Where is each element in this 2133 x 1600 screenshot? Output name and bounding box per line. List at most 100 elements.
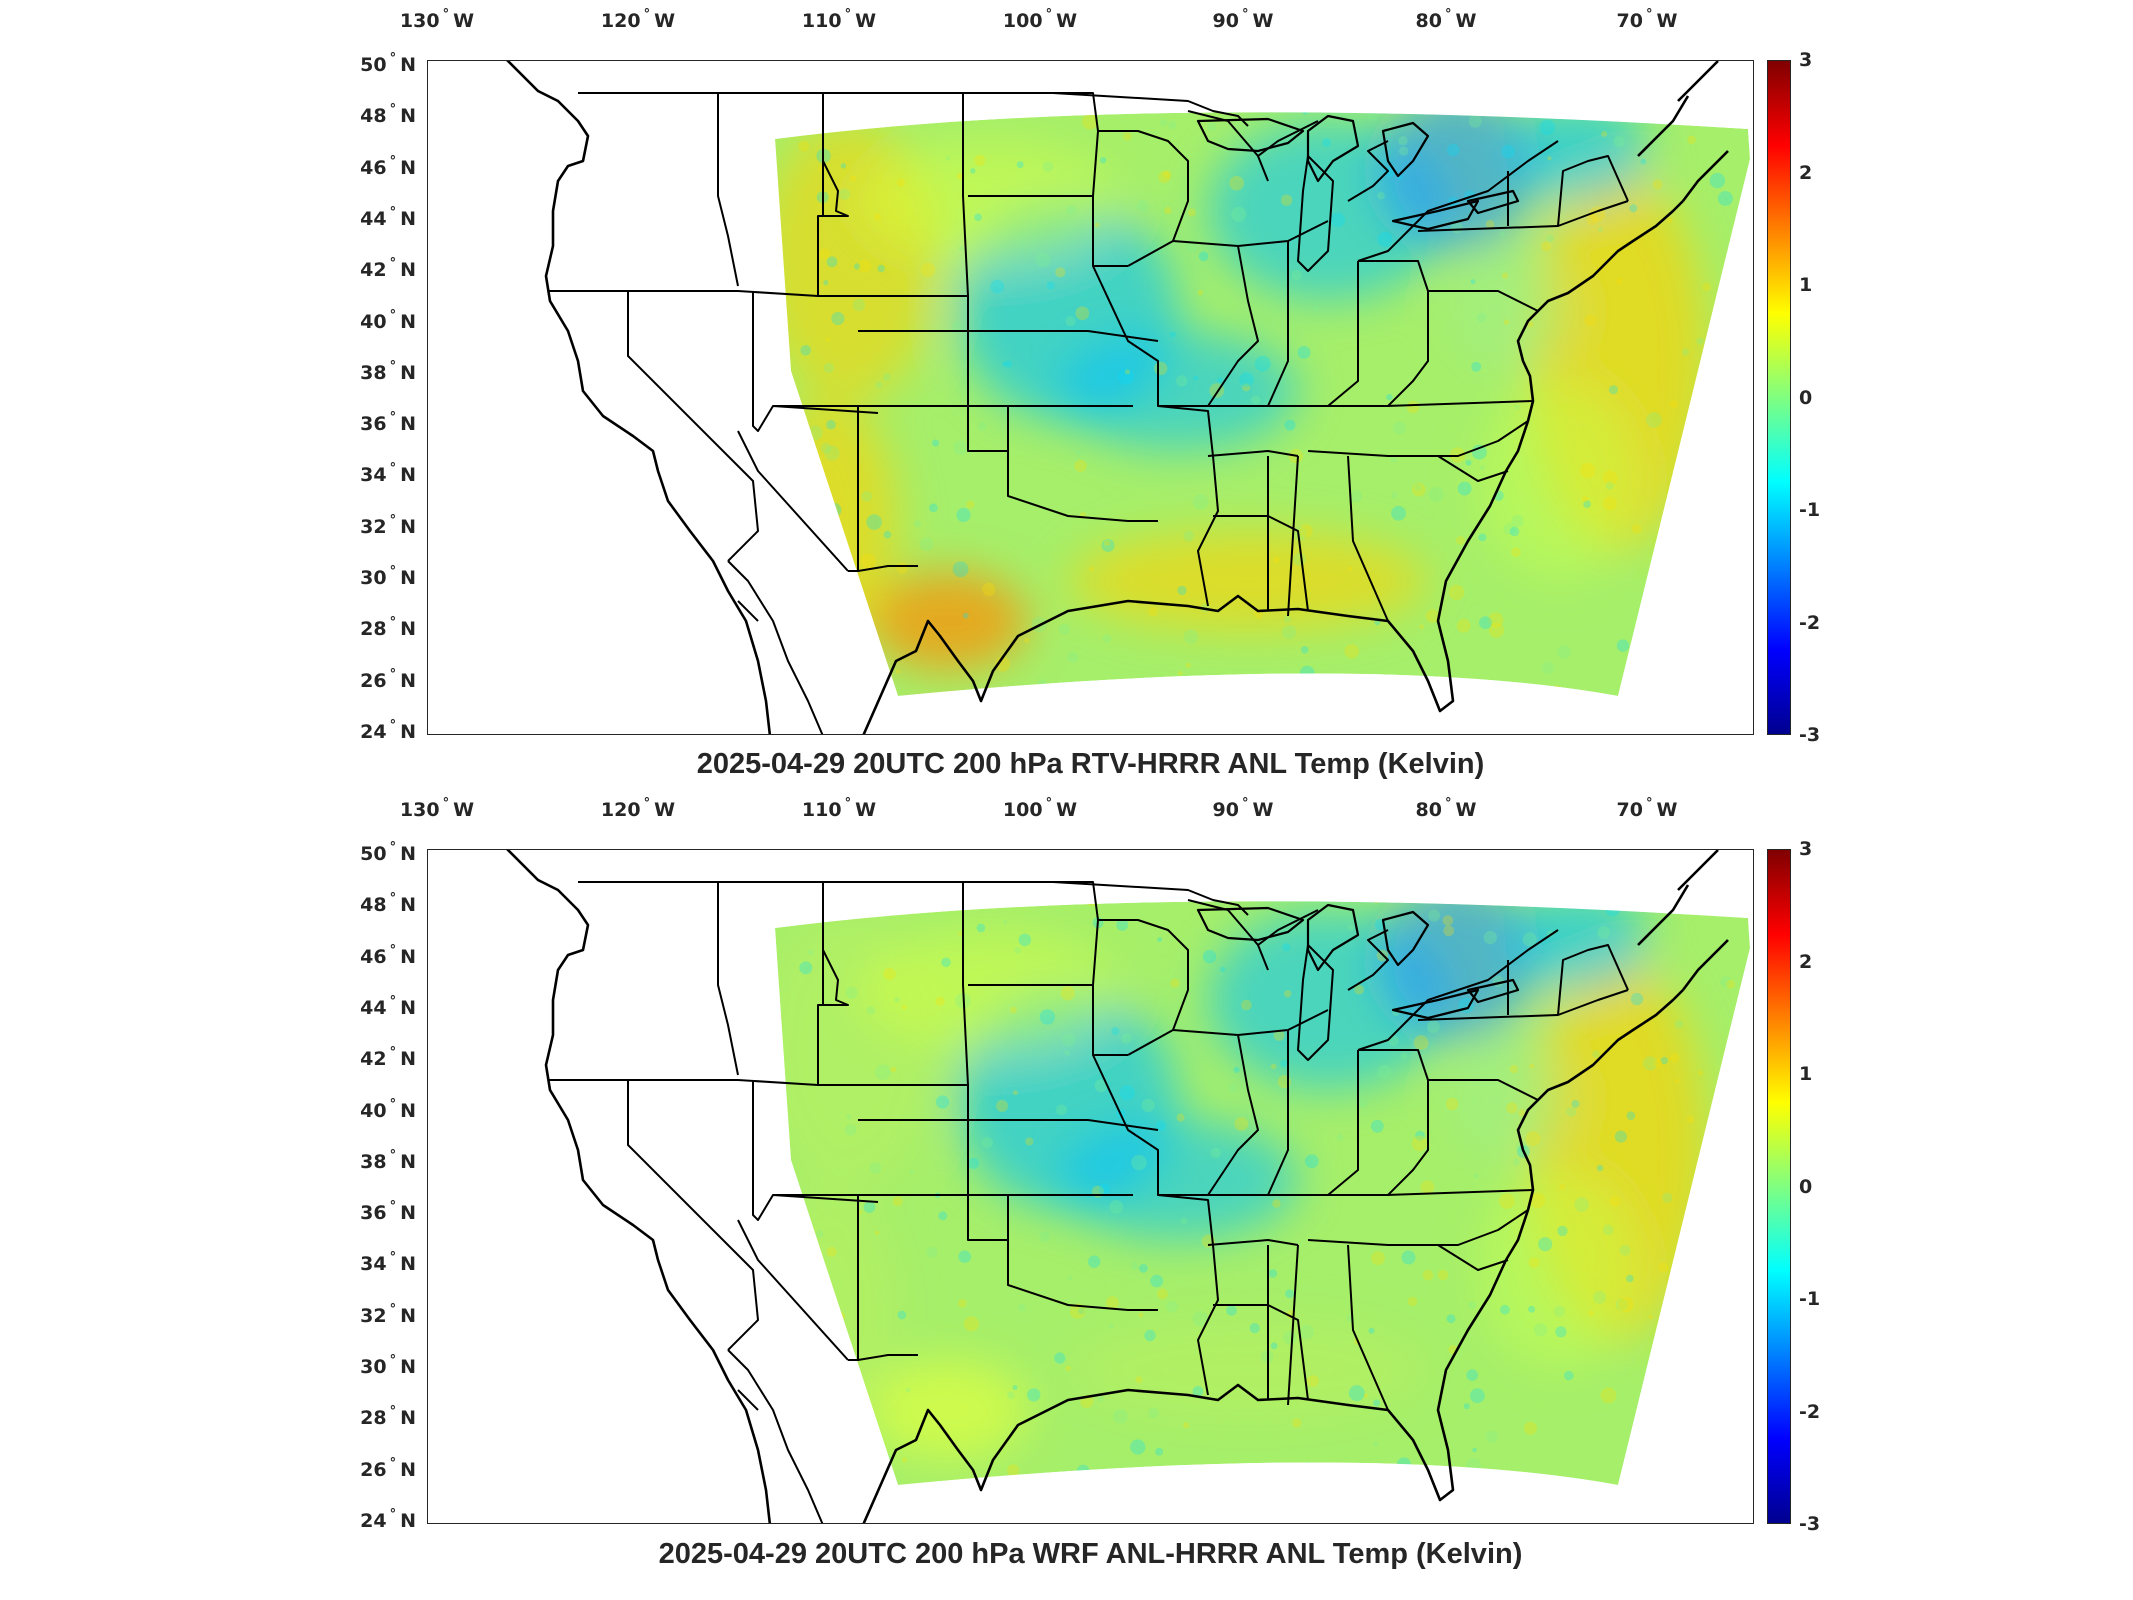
noise-dot: [1280, 1059, 1288, 1068]
state-border: [1267, 1030, 1359, 1196]
noise-dot: [1109, 1200, 1124, 1214]
state-border: [1237, 1009, 1329, 1036]
noise-dot: [1479, 465, 1485, 470]
noise-dot: [1478, 533, 1487, 542]
noise-dot: [1391, 505, 1406, 521]
noise-dot: [1007, 1391, 1015, 1400]
noise-dot: [991, 102, 998, 109]
state-border: [1357, 929, 1559, 1051]
noise-dot: [896, 562, 909, 574]
noise-dot: [1411, 482, 1426, 497]
noise-dot: [1479, 616, 1492, 630]
noise-dot: [1501, 272, 1509, 279]
noise-dot: [1386, 394, 1393, 401]
noise-dot: [1169, 331, 1176, 338]
noise-dot: [981, 1137, 993, 1148]
noise-dot: [1177, 585, 1187, 596]
noise-dot: [833, 591, 841, 600]
noise-dot: [1228, 1083, 1238, 1093]
map-canvas-bottom: [506, 850, 1750, 1523]
state-border: [548, 290, 819, 297]
noise-dot: [1042, 161, 1054, 172]
noise-dot: [1305, 1462, 1310, 1466]
state-border: [1213, 455, 1389, 622]
noise-dot: [953, 440, 969, 456]
noise-dot: [838, 1375, 845, 1382]
noise-dot: [1571, 1100, 1580, 1108]
anomaly-patch: [1068, 531, 1428, 631]
noise-dot: [1466, 1458, 1482, 1474]
colorbar-top: [1767, 60, 1791, 735]
noise-dot: [1525, 1131, 1541, 1146]
noise-dot: [1648, 1314, 1653, 1320]
noise-dot: [1330, 212, 1346, 228]
noise-dot: [1176, 375, 1188, 387]
noise-dot: [1503, 319, 1510, 326]
noise-dot: [793, 1206, 803, 1216]
noise-dot: [1702, 282, 1711, 292]
noise-dot: [982, 582, 996, 597]
noise-dot: [1499, 231, 1506, 238]
noise-dot: [1387, 1035, 1399, 1046]
noise-dot: [1476, 312, 1487, 323]
noise-dot: [1523, 1421, 1537, 1435]
noise-dot: [791, 595, 804, 608]
state-border: [858, 330, 1159, 342]
longitude-label: 90 ° W: [1212, 796, 1274, 821]
noise-dot: [1658, 1262, 1669, 1273]
noise-dot: [1506, 1102, 1518, 1114]
noise-dot: [1592, 1050, 1600, 1059]
noise-dot: [1148, 606, 1158, 617]
geography: [506, 850, 1729, 1523]
noise-dot: [1312, 305, 1318, 311]
noise-dot: [1411, 1135, 1428, 1152]
noise-dot: [1055, 267, 1066, 278]
anomaly-patch: [1058, 1120, 1298, 1240]
noise-dot: [807, 949, 814, 955]
noise-dot: [1509, 526, 1520, 537]
great-lake-outline: [1391, 199, 1480, 231]
noise-dot: [1155, 1447, 1164, 1456]
noise-dot: [1709, 172, 1726, 189]
state-border: [1358, 1049, 1429, 1196]
noise-dot: [1605, 481, 1614, 490]
noise-dot: [921, 262, 936, 278]
noise-dot: [1148, 1407, 1160, 1419]
noise-dot: [1116, 918, 1129, 931]
noise-dot: [957, 1298, 967, 1308]
noise-dot: [1158, 170, 1171, 184]
noise-dot: [1697, 1070, 1704, 1076]
noise-dot: [938, 1211, 948, 1221]
noise-dot: [1078, 1479, 1094, 1486]
noise-dot: [1121, 1033, 1132, 1044]
anomaly-patch: [868, 1360, 1028, 1460]
noise-dot: [1062, 1033, 1076, 1047]
noise-dot: [1566, 1106, 1577, 1117]
noise-dot: [869, 1162, 882, 1174]
state-border: [1358, 260, 1429, 407]
noise-dot: [1485, 220, 1495, 229]
latitude-label: 36 ° N: [360, 1199, 416, 1225]
noise-dot: [1012, 1090, 1018, 1096]
latitude-label: 26 ° N: [360, 1455, 416, 1481]
noise-dot: [1443, 925, 1455, 937]
noise-dot: [1695, 1334, 1701, 1339]
noise-dot: [1037, 679, 1048, 689]
noise-dot: [1226, 1305, 1237, 1316]
noise-dot: [1166, 1300, 1178, 1313]
noise-dot: [1687, 135, 1696, 145]
noise-dot: [851, 672, 868, 688]
state-border: [627, 1080, 759, 1351]
noise-dot: [901, 1004, 907, 1010]
latitude-label: 50 ° N: [360, 51, 416, 76]
noise-dot: [1602, 470, 1618, 486]
panel-title-top: 2025-04-29 20UTC 200 hPa RTV-HRRR ANL Te…: [696, 748, 1485, 780]
field-anomalies: [775, 901, 1708, 1460]
state-border: [1357, 140, 1559, 262]
noise-dot: [1154, 361, 1168, 376]
noise-dot: [958, 246, 964, 252]
noise-dot: [1511, 547, 1521, 558]
noise-dot: [1034, 112, 1048, 115]
noise-dot: [1270, 1063, 1277, 1070]
colorbar-tick-label: -1: [1799, 499, 1821, 521]
